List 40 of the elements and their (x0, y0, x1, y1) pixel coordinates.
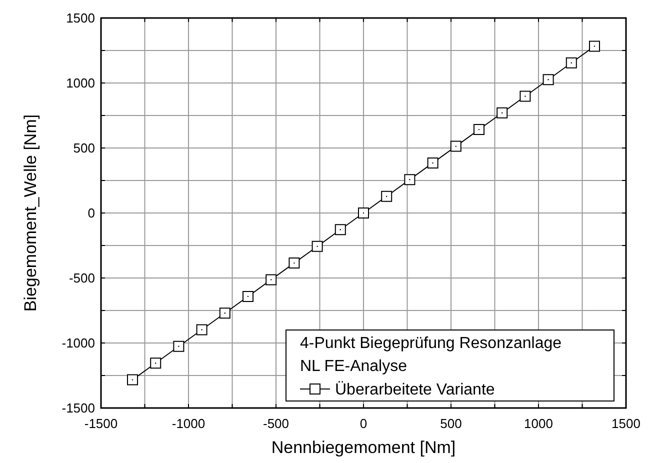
legend-title: 4-Punkt Biegeprüfung Resonzanlage NL FE-Analyse (300, 335, 562, 375)
point (150, 358, 162, 369)
point (520, 90, 531, 102)
point (381, 190, 392, 202)
point (358, 208, 369, 218)
y-tick-label: -1000 (62, 336, 95, 351)
point (404, 174, 416, 186)
point (312, 240, 323, 252)
point (496, 107, 508, 118)
x-tick-label: -1000 (172, 416, 206, 431)
point (589, 40, 600, 52)
point (334, 224, 346, 236)
y-tick-label: 500 (73, 140, 95, 156)
point (219, 308, 230, 319)
y-tick-label: 0 (88, 206, 95, 221)
legend: 4-Punkt Biegeprüfung Resonzanlage NL FE-Analyse Überarbeitete Variante (286, 330, 614, 402)
x-axis-title: Nennbiegemoment [Nm] (271, 438, 456, 457)
point (450, 140, 462, 152)
y-tick-label: -1500 (62, 400, 95, 416)
point (196, 324, 208, 336)
legend-label: Überarbeitete Variante (335, 380, 495, 399)
y-axis-title: Biegemoment_Welle [Nm] (21, 114, 40, 312)
y-tick-label: 1500 (66, 10, 95, 26)
point (127, 374, 138, 386)
x-tick-label: 0 (360, 416, 368, 431)
y-tick-label: 1000 (66, 76, 95, 91)
point (566, 57, 577, 68)
point (242, 290, 254, 302)
y-tick-label: -500 (68, 270, 95, 286)
point (288, 258, 300, 269)
point (173, 340, 184, 352)
point (542, 74, 554, 86)
x-tick-label: -1500 (84, 416, 118, 431)
point (474, 124, 484, 136)
x-tick-label: 1000 (524, 416, 553, 431)
x-tick-label: -500 (262, 416, 290, 431)
point (266, 274, 277, 286)
point (427, 157, 438, 168)
x-tick-label: 1500 (612, 416, 640, 431)
x-tick-label: 500 (440, 416, 462, 431)
